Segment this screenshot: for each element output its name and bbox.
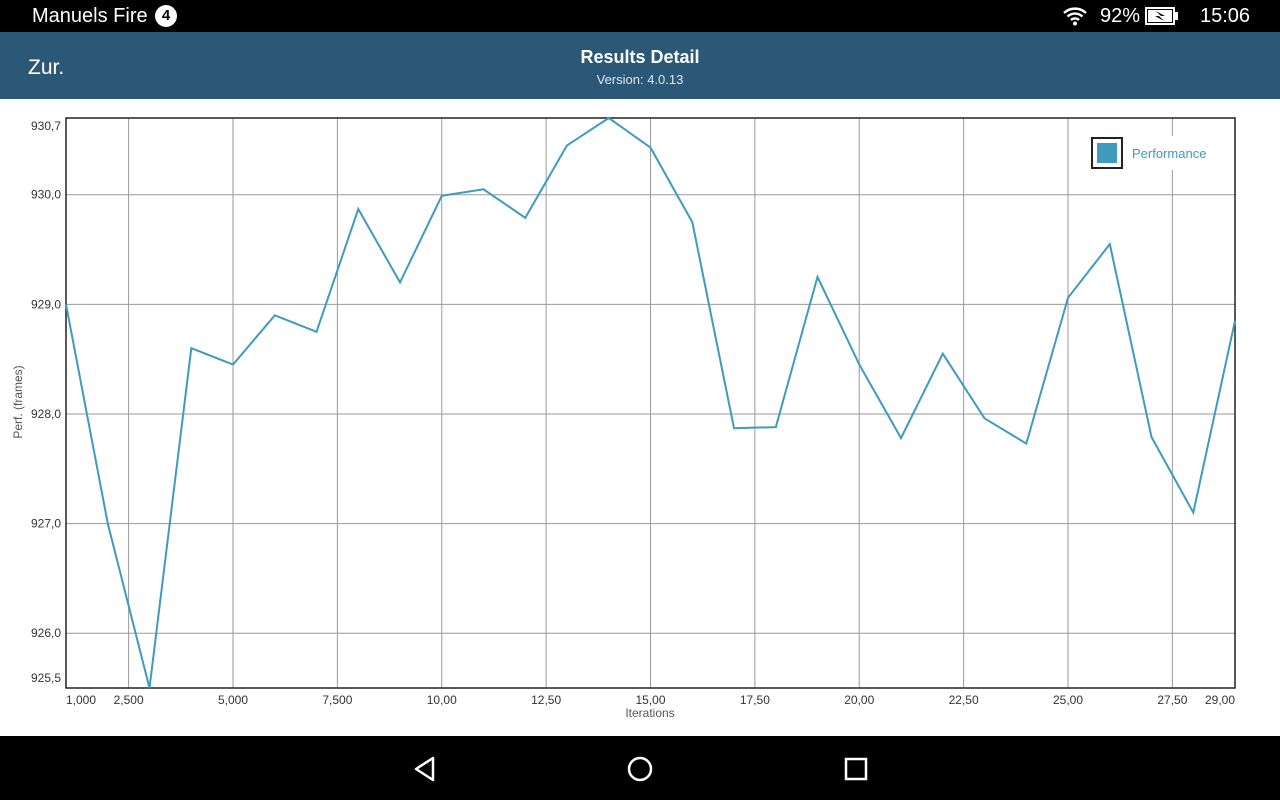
x-tick-label: 7,500	[322, 693, 352, 707]
version-label: Version: 4.0.13	[596, 72, 684, 87]
y-tick-label: 925,5	[31, 671, 61, 685]
navigation-bar	[0, 736, 1280, 800]
back-triangle-icon[interactable]	[410, 754, 440, 784]
x-tick-label: 25,00	[1053, 693, 1083, 707]
y-tick-label: 927,0	[31, 517, 61, 531]
device-name: Manuels Fire	[32, 5, 148, 27]
x-tick-label: 17,50	[740, 693, 770, 707]
y-axis-label: Perf. (frames)	[11, 365, 25, 438]
x-tick-label: 20,00	[844, 693, 874, 707]
app-bar: Zur. Results Detail Version: 4.0.13	[0, 32, 1280, 99]
y-tick-label: 926,0	[31, 626, 61, 640]
x-axis-label: Iterations	[625, 706, 674, 720]
legend-swatch	[1097, 143, 1117, 163]
clock: 15:06	[1200, 5, 1251, 27]
x-tick-label: 12,50	[531, 693, 561, 707]
y-tick-label: 928,0	[31, 407, 61, 421]
x-tick-label: 27,50	[1157, 693, 1187, 707]
x-tick-label: 2,500	[114, 693, 144, 707]
y-tick-label: 930,0	[31, 188, 61, 202]
legend: Performance	[1088, 136, 1218, 170]
status-bar: Manuels Fire 4 92% 15:06	[0, 0, 1280, 32]
x-tick-label: 22,50	[949, 693, 979, 707]
series-line-performance	[65, 116, 1236, 689]
plot-frame	[65, 117, 1236, 689]
notification-badge: 4	[155, 5, 177, 27]
page-title: Results Detail	[580, 47, 700, 67]
back-button[interactable]: Zur.	[28, 56, 65, 79]
wifi-icon	[1062, 5, 1088, 32]
x-tick-label: 5,000	[218, 693, 248, 707]
battery-charging-icon	[1145, 7, 1179, 30]
x-tick-labels: 1,000 2,500 5,000 7,500 10,00 12,50 15,00 17,50…	[66, 693, 1235, 707]
y-tick-label: 929,0	[31, 297, 61, 311]
legend-label-performance: Performance	[1132, 146, 1206, 161]
battery-percent: 92%	[1100, 5, 1141, 27]
x-grid-lines	[128, 118, 1173, 688]
x-tick-label: 29,00	[1205, 693, 1235, 707]
home-circle-icon[interactable]	[625, 754, 655, 784]
y-grid-lines	[66, 194, 1235, 634]
y-tick-labels: 930,7 930,0 929,0 928,0 927,0 926,0 925,5	[31, 119, 61, 685]
x-tick-label: 15,00	[635, 693, 665, 707]
x-tick-label: 10,00	[427, 693, 457, 707]
performance-line-chart: 930,7 930,0 929,0 928,0 927,0 926,0 925,5 1,00…	[0, 99, 1280, 736]
recents-square-icon[interactable]	[841, 754, 871, 784]
x-tick-label: 1,000	[66, 693, 96, 707]
y-tick-label: 930,7	[31, 119, 61, 133]
